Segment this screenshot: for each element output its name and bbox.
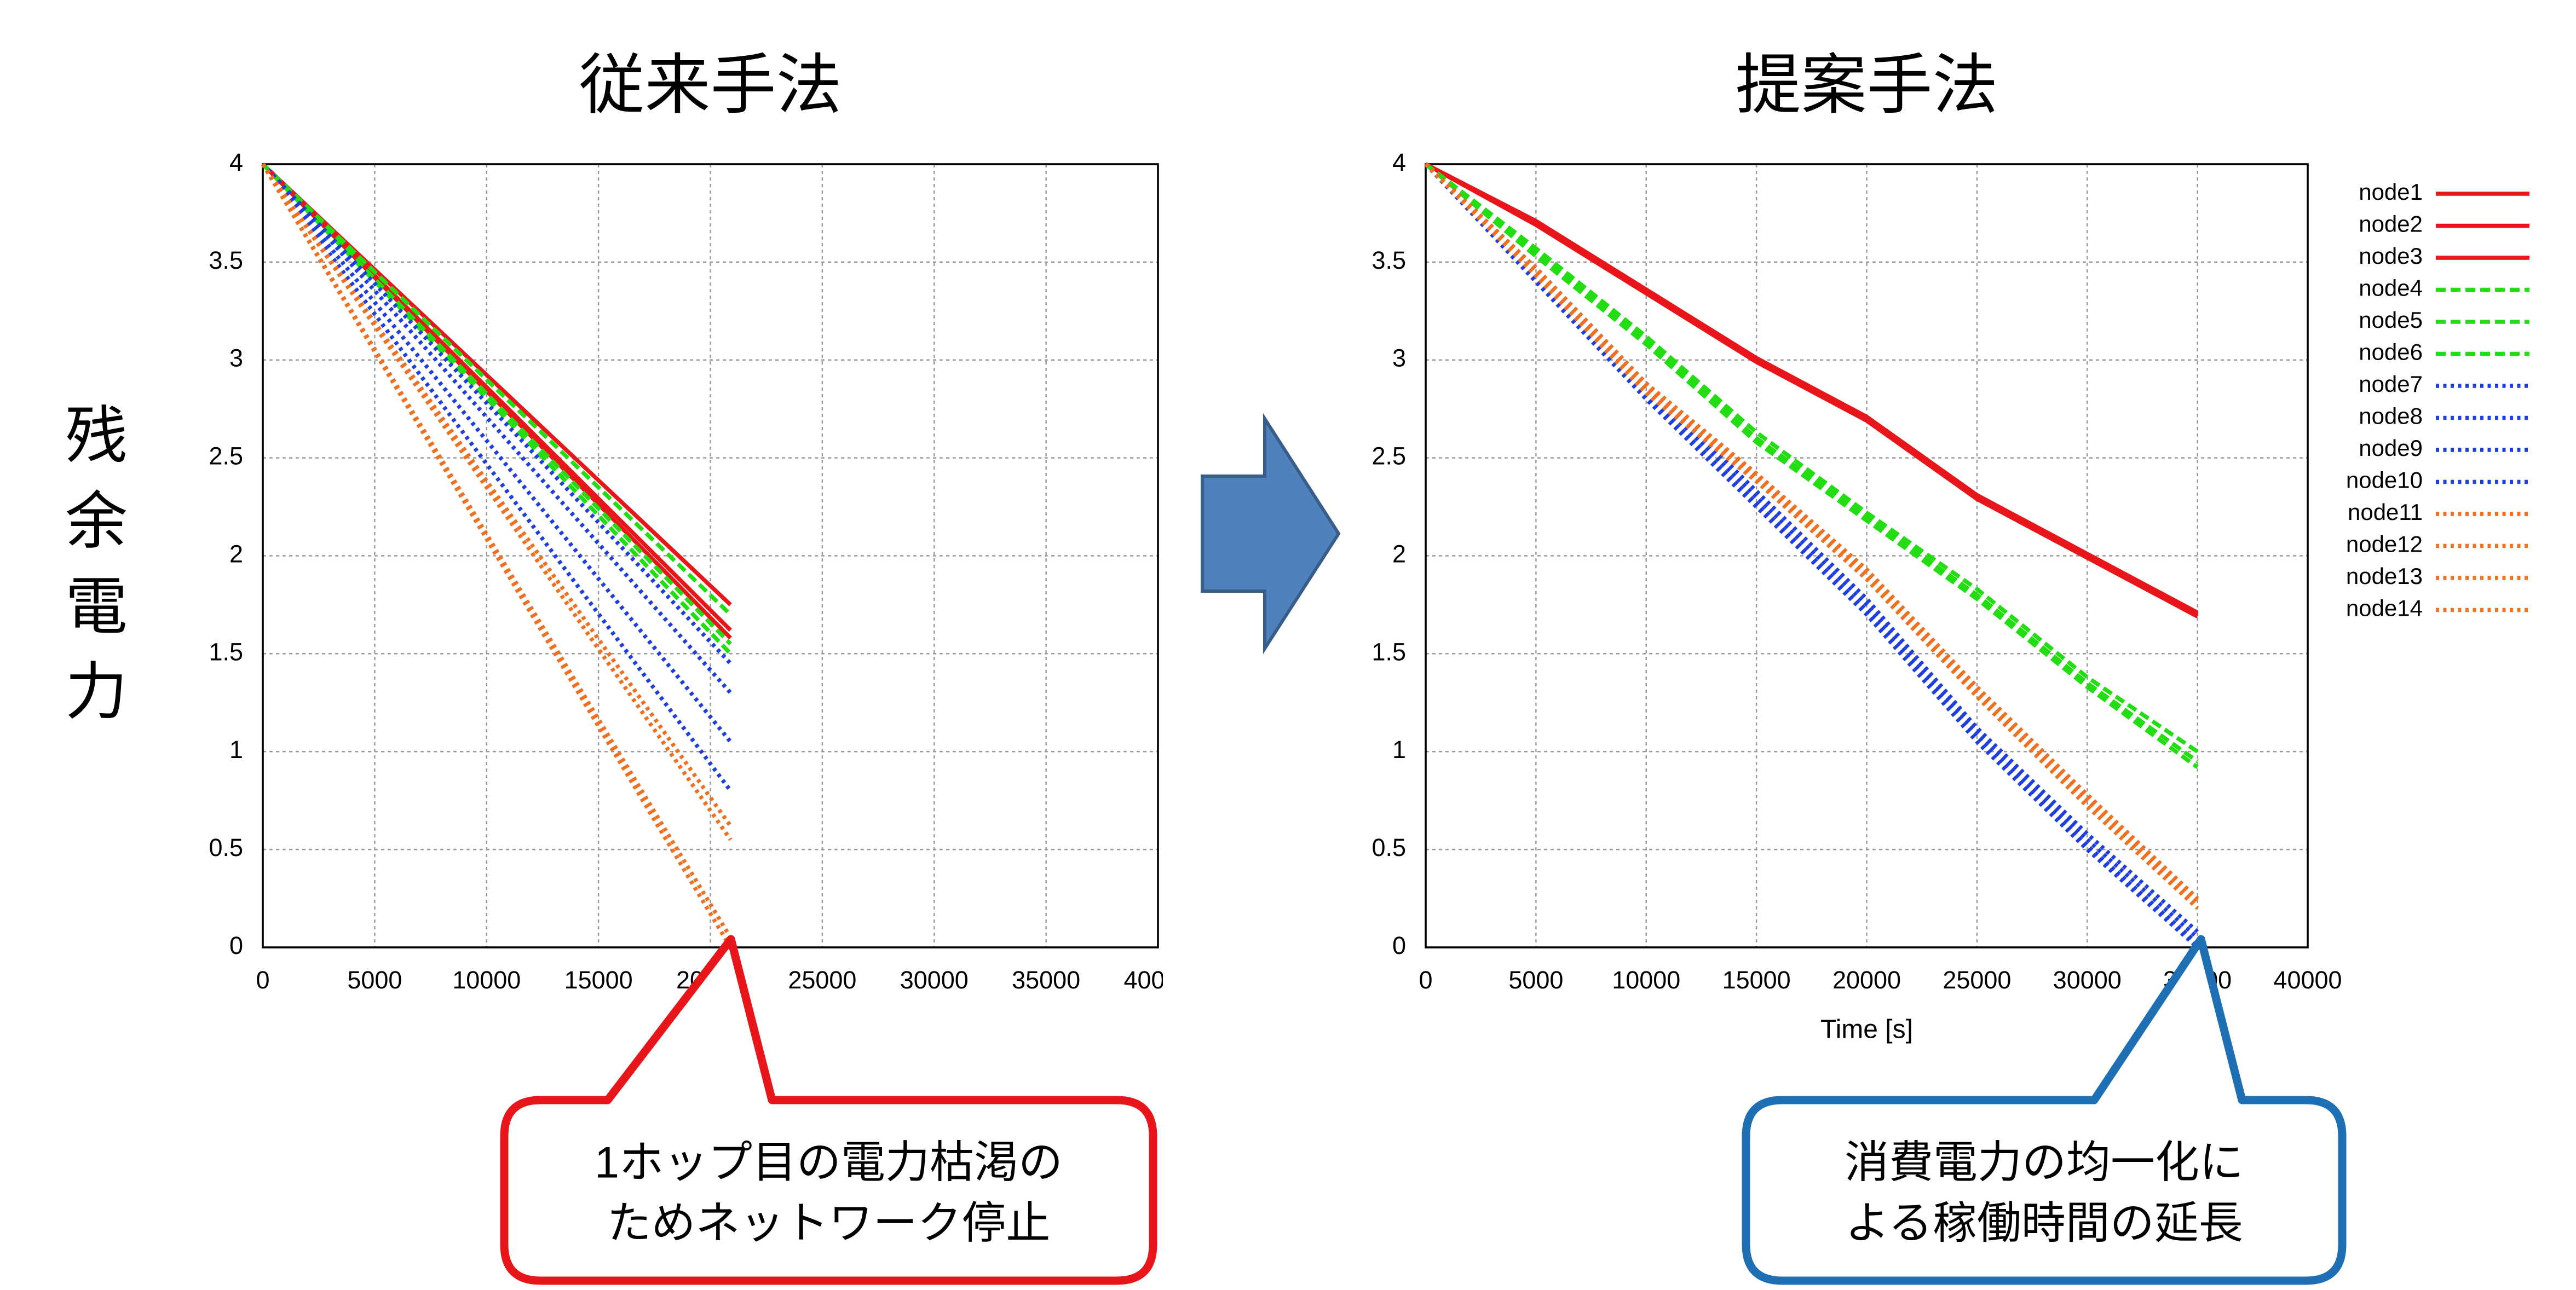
- legend-label: node4: [2359, 275, 2423, 301]
- x-tick-label: 40000: [2273, 966, 2342, 994]
- callout-text: 消費電力の均一化に: [1845, 1138, 2244, 1187]
- callout-text: ためネットワーク停止: [607, 1199, 1051, 1248]
- y-tick-label: 4: [1392, 148, 1406, 176]
- x-tick-label: 25000: [788, 966, 856, 994]
- y-tick-label: 4: [229, 148, 243, 176]
- series-line: [1424, 163, 2199, 763]
- arrow: [1201, 413, 1341, 655]
- legend-label: node10: [2346, 467, 2423, 493]
- chart: 00.511.522.533.5405000100001500020000250…: [209, 148, 1192, 1044]
- x-tick-label: 15000: [1722, 966, 1791, 994]
- x-tick-label: 40000: [1123, 966, 1192, 994]
- y-tick-label: 0.5: [209, 834, 243, 861]
- series-line: [1424, 163, 2199, 754]
- legend-label: node11: [2348, 499, 2423, 525]
- x-tick-label: 10000: [452, 966, 521, 994]
- series-line: [261, 163, 733, 828]
- x-tick-label: 30000: [2053, 966, 2122, 994]
- y-tick-label: 0: [229, 932, 243, 959]
- x-tick-label: 15000: [564, 966, 633, 994]
- x-tick-label: 35000: [1012, 966, 1080, 994]
- x-axis-label: Time [s]: [1820, 1015, 1913, 1044]
- callout: [500, 935, 1157, 1285]
- series-line: [1425, 162, 2199, 615]
- chart: 0 0.5 1 1.5 2 2.5 3 3.5 4 0 5000 10000 15000 20000 250…: [1371, 148, 2529, 1044]
- y-tick-label: 3.5: [1371, 246, 1406, 274]
- series-line: [261, 163, 733, 665]
- legend-label: node1: [2359, 179, 2423, 205]
- x-tick-label: 0: [1419, 966, 1432, 994]
- series-line: [1424, 163, 2199, 949]
- x-tick-label: 25000: [1943, 966, 2011, 994]
- legend-label: node12: [2346, 531, 2423, 557]
- y-tick-label: 3: [1392, 344, 1406, 372]
- series-line: [261, 163, 733, 695]
- y-tick-label: 2: [229, 540, 243, 568]
- y-tick-label: 2.5: [209, 442, 243, 470]
- series-line: [1424, 163, 2199, 902]
- y-tick-label: 1: [229, 736, 243, 763]
- legend-label: node5: [2359, 307, 2423, 333]
- y-tick-label: 1.5: [1371, 638, 1406, 666]
- plot-frame: [262, 163, 1159, 948]
- legend-label: node2: [2359, 211, 2423, 237]
- series-line: [1424, 163, 2199, 769]
- legend-label: node3: [2359, 243, 2423, 269]
- legend-label: node9: [2359, 435, 2423, 461]
- x-tick-label: 10000: [1612, 966, 1680, 994]
- callout-text: よる稼働時間の延長: [1845, 1199, 2243, 1248]
- series-line: [261, 163, 733, 948]
- y-tick-label: 1: [1392, 736, 1406, 763]
- plot-frame: [1425, 163, 2309, 948]
- y-tick-label: 2: [1392, 540, 1406, 568]
- x-tick-label: 20000: [1832, 966, 1901, 994]
- y-tick-label: 3.5: [209, 246, 243, 274]
- legend-label: node8: [2359, 403, 2423, 429]
- series-line: [261, 163, 732, 616]
- series-line: [1424, 163, 2199, 910]
- series-line: [261, 163, 733, 743]
- chart-title: 従来手法: [579, 49, 842, 122]
- legend-label: node14: [2346, 595, 2423, 621]
- y-tick-label: 0.5: [1371, 834, 1406, 861]
- series-line: [261, 163, 733, 792]
- legend-label: node13: [2346, 563, 2423, 589]
- y-tick-label: 2.5: [1371, 442, 1406, 470]
- series-line: [1425, 162, 2199, 618]
- legend-label: node6: [2359, 339, 2423, 365]
- series-line: [261, 163, 733, 841]
- x-tick-label: 5000: [347, 966, 402, 994]
- callout-text: 1ホップ目の電力枯渇の: [595, 1138, 1063, 1187]
- x-tick-label: 0: [256, 966, 269, 994]
- callout: [1742, 935, 2347, 1285]
- legend-label: node7: [2359, 371, 2423, 397]
- x-tick-label: 5000: [1508, 966, 1563, 994]
- y-tick-label: 3: [229, 344, 243, 372]
- y-tick-label: 1.5: [209, 638, 243, 666]
- y-tick-label: 0: [1392, 932, 1406, 959]
- x-tick-label: 30000: [900, 966, 969, 994]
- y-axis-label: 残余電力: [56, 402, 126, 744]
- chart-title: 提案手法: [1736, 49, 1998, 122]
